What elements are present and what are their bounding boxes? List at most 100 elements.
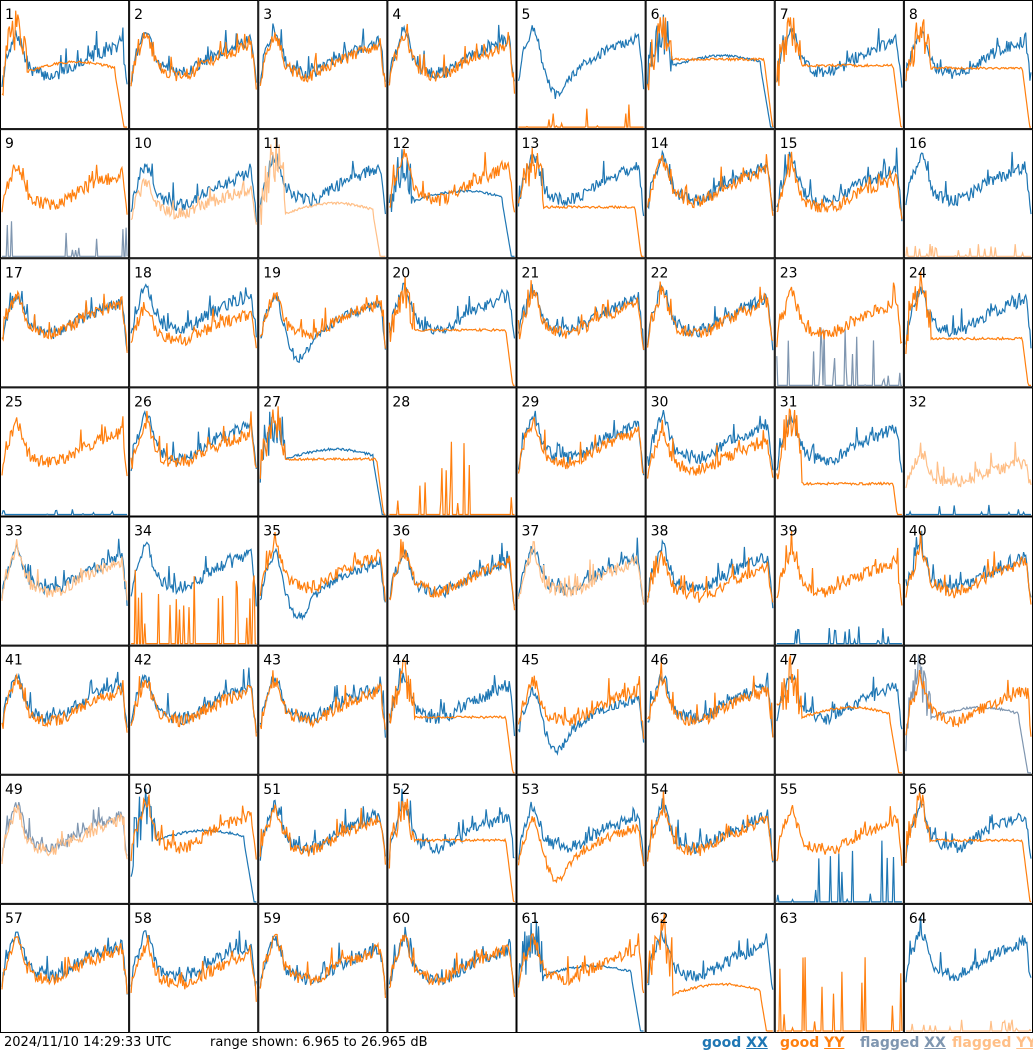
panel-label: 21: [522, 265, 540, 281]
panel-label: 55: [780, 782, 798, 798]
series-yy-1: [1, 10, 128, 128]
panel-frame: [516, 129, 646, 259]
series-yy-16: [905, 244, 1031, 257]
panel-label: 6: [651, 7, 660, 23]
panel-label: 32: [909, 394, 927, 410]
panel-label: 49: [5, 782, 23, 798]
panel-label: 16: [909, 136, 927, 152]
panel-label: 42: [134, 653, 152, 669]
series-yy-22: [647, 281, 774, 348]
panel-59: 59: [258, 903, 388, 1033]
panel-21: 21: [516, 258, 646, 388]
panel-33: 33: [0, 516, 130, 646]
panel-63: 63: [774, 903, 904, 1033]
panel-frame: [387, 0, 517, 130]
panel-label: 12: [392, 136, 410, 152]
panel-label: 19: [263, 265, 281, 281]
panel-label: 33: [5, 524, 23, 540]
panel-56: 56: [903, 774, 1033, 904]
panel-30: 30: [645, 387, 775, 517]
panel-14: 14: [645, 129, 775, 259]
panel-28: 28: [387, 387, 517, 517]
series-xx-3: [259, 23, 386, 84]
panel-frame: [645, 387, 775, 517]
panel-48: 48: [903, 645, 1033, 775]
legend-good-xx-pol: XX: [746, 1035, 768, 1051]
panel-34: 34: [129, 516, 259, 646]
panel-frame: [387, 387, 517, 517]
panel-label: 52: [392, 782, 410, 798]
series-xx-22: [647, 282, 774, 351]
series-yy-48: [905, 670, 1032, 737]
series-yy-42: [130, 676, 257, 737]
panel-frame: [0, 129, 130, 259]
series-yy-5: [518, 104, 644, 128]
series-yy-9: [1, 164, 128, 215]
series-yy-36: [388, 539, 516, 611]
series-yy-43: [259, 670, 386, 730]
panel-frame: [645, 258, 775, 388]
panel-22: 22: [645, 258, 775, 388]
panel-frame: [774, 0, 904, 130]
series-yy-47: [776, 655, 902, 774]
series-yy-23: [776, 282, 903, 348]
panel-54: 54: [645, 774, 775, 904]
legend-flagged-yy-label: flagged: [952, 1035, 1012, 1051]
series-yy-50: [130, 794, 257, 862]
panel-20: 20: [387, 258, 517, 388]
series-yy-10: [130, 177, 257, 225]
panel-label: 39: [780, 524, 798, 540]
legend-flagged-xx-label: flagged: [860, 1035, 920, 1051]
series-xx-7: [776, 28, 903, 88]
legend-good-xx-label: good: [702, 1035, 742, 1051]
panel-61: 61: [516, 903, 646, 1033]
panel-frame: [516, 0, 646, 130]
panel-7: 7: [774, 0, 904, 130]
panel-label: 31: [780, 394, 798, 410]
panel-53: 53: [516, 774, 646, 904]
series-xx-33: [1, 538, 128, 606]
panel-4: 4: [387, 0, 517, 130]
panel-label: 20: [392, 265, 410, 281]
series-yy-29: [517, 417, 645, 474]
series-yy-26: [130, 410, 257, 469]
series-xx-16: [905, 151, 1032, 215]
series-yy-41: [1, 672, 128, 733]
panel-label: 38: [651, 524, 669, 540]
series-yy-58: [130, 935, 257, 1002]
panel-3: 3: [258, 0, 388, 130]
panel-label: 14: [651, 136, 669, 152]
panel-label: 3: [263, 7, 272, 23]
panel-frame: [516, 516, 646, 646]
series-yy-38: [647, 551, 774, 603]
panel-frame: [645, 0, 775, 130]
series-yy-39: [776, 530, 903, 606]
series-yy-3: [259, 32, 386, 88]
panel-29: 29: [516, 387, 646, 517]
panel-label: 5: [522, 7, 531, 23]
series-xx-32: [905, 504, 1031, 516]
panel-35: 35: [258, 516, 388, 646]
panel-60: 60: [387, 903, 517, 1033]
panel-label: 41: [5, 653, 23, 669]
legend-flagged-xx-pol: XX: [924, 1035, 946, 1051]
series-yy-11: [259, 138, 386, 257]
series-xx-30: [647, 409, 774, 471]
panel-50: 50: [129, 774, 259, 904]
panel-label: 13: [522, 136, 540, 152]
series-yy-56: [905, 792, 1032, 903]
panel-label: 64: [909, 911, 927, 927]
series-xx-39: [776, 626, 902, 645]
panel-frame: [387, 774, 517, 904]
series-yy-17: [1, 289, 128, 353]
panel-31: 31: [774, 387, 904, 517]
series-yy-24: [905, 271, 1031, 386]
series-xx-35: [259, 547, 386, 621]
panel-frame: [258, 129, 388, 259]
panel-frame: [129, 387, 259, 517]
range-text: range shown: 6.965 to 26.965 dB: [210, 1035, 428, 1050]
panel-5: 5: [516, 0, 646, 130]
panel-32: 32: [903, 387, 1033, 517]
panel-label: 59: [263, 911, 281, 927]
